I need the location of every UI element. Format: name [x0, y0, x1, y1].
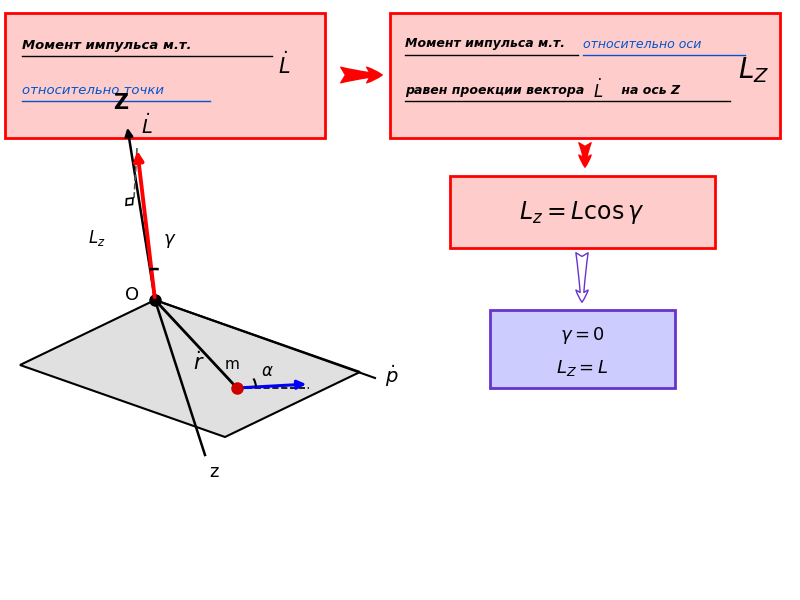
FancyBboxPatch shape	[390, 13, 780, 138]
Text: $\gamma$: $\gamma$	[163, 232, 177, 250]
Text: $\dot{L}$: $\dot{L}$	[593, 79, 603, 101]
Text: равен проекции вектора: равен проекции вектора	[405, 83, 584, 97]
FancyBboxPatch shape	[5, 13, 325, 138]
Text: $\dot{r}$: $\dot{r}$	[193, 352, 205, 374]
Text: $\dot{L}$: $\dot{L}$	[278, 52, 290, 79]
Text: $\gamma = 0$: $\gamma = 0$	[559, 325, 605, 346]
Text: $L_z$: $L_z$	[88, 228, 106, 248]
Text: $L_Z$: $L_Z$	[738, 55, 769, 85]
Text: $L_Z = L$: $L_Z = L$	[556, 358, 608, 378]
Text: m: m	[225, 357, 239, 372]
Text: $L_z = L\cos\gamma$: $L_z = L\cos\gamma$	[519, 199, 645, 226]
Text: относительно оси: относительно оси	[583, 37, 702, 50]
Text: Z: Z	[114, 93, 129, 113]
FancyBboxPatch shape	[450, 176, 715, 248]
Text: $\alpha$: $\alpha$	[261, 362, 274, 380]
Polygon shape	[20, 300, 360, 437]
Text: Момент импульса м.т.: Момент импульса м.т.	[405, 37, 565, 50]
Text: z: z	[209, 463, 218, 481]
Text: O: O	[125, 286, 139, 304]
Text: Момент импульса м.т.: Момент импульса м.т.	[22, 38, 191, 52]
Text: $\dot{p}$: $\dot{p}$	[385, 363, 398, 389]
FancyBboxPatch shape	[490, 310, 675, 388]
Text: относительно точки: относительно точки	[22, 83, 164, 97]
Text: на ось Z: на ось Z	[617, 83, 680, 97]
Text: $\dot{L}$: $\dot{L}$	[141, 113, 153, 138]
